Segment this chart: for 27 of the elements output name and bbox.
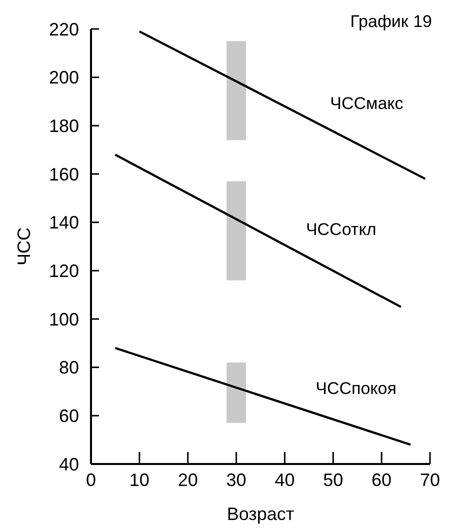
y-tick-label: 40 <box>58 454 79 474</box>
x-tick-label: 70 <box>420 470 440 490</box>
x-tick-label: 10 <box>129 470 150 490</box>
y-tick-label: 120 <box>48 260 79 281</box>
bar <box>226 181 246 280</box>
y-tick-label: 200 <box>48 68 79 88</box>
y-tick-label: 180 <box>48 116 79 136</box>
chart-title: График 19 <box>350 12 432 31</box>
y-tick-label: 100 <box>48 309 79 330</box>
x-tick-label: 30 <box>226 470 246 490</box>
y-tick-label: 80 <box>58 358 79 378</box>
y-tick-label: 140 <box>48 212 79 233</box>
x-axis-title: Возраст <box>226 504 294 524</box>
x-tick-label: 20 <box>178 470 198 490</box>
bar <box>226 41 246 140</box>
series-label: ЧССоткл <box>306 220 376 240</box>
y-tick-label: 160 <box>48 164 79 184</box>
x-tick-label: 40 <box>274 470 295 490</box>
x-tick-label: 50 <box>323 470 344 490</box>
x-tick-label: 60 <box>372 470 392 490</box>
x-tick-label: 0 <box>86 470 96 490</box>
y-axis-title: ЧСС <box>14 228 34 266</box>
y-tick-label: 220 <box>48 19 79 40</box>
bar <box>226 362 246 423</box>
series-label: ЧССмакс <box>330 94 404 113</box>
series-label: ЧССпокоя <box>316 378 396 398</box>
y-tick-label: 60 <box>58 406 79 426</box>
